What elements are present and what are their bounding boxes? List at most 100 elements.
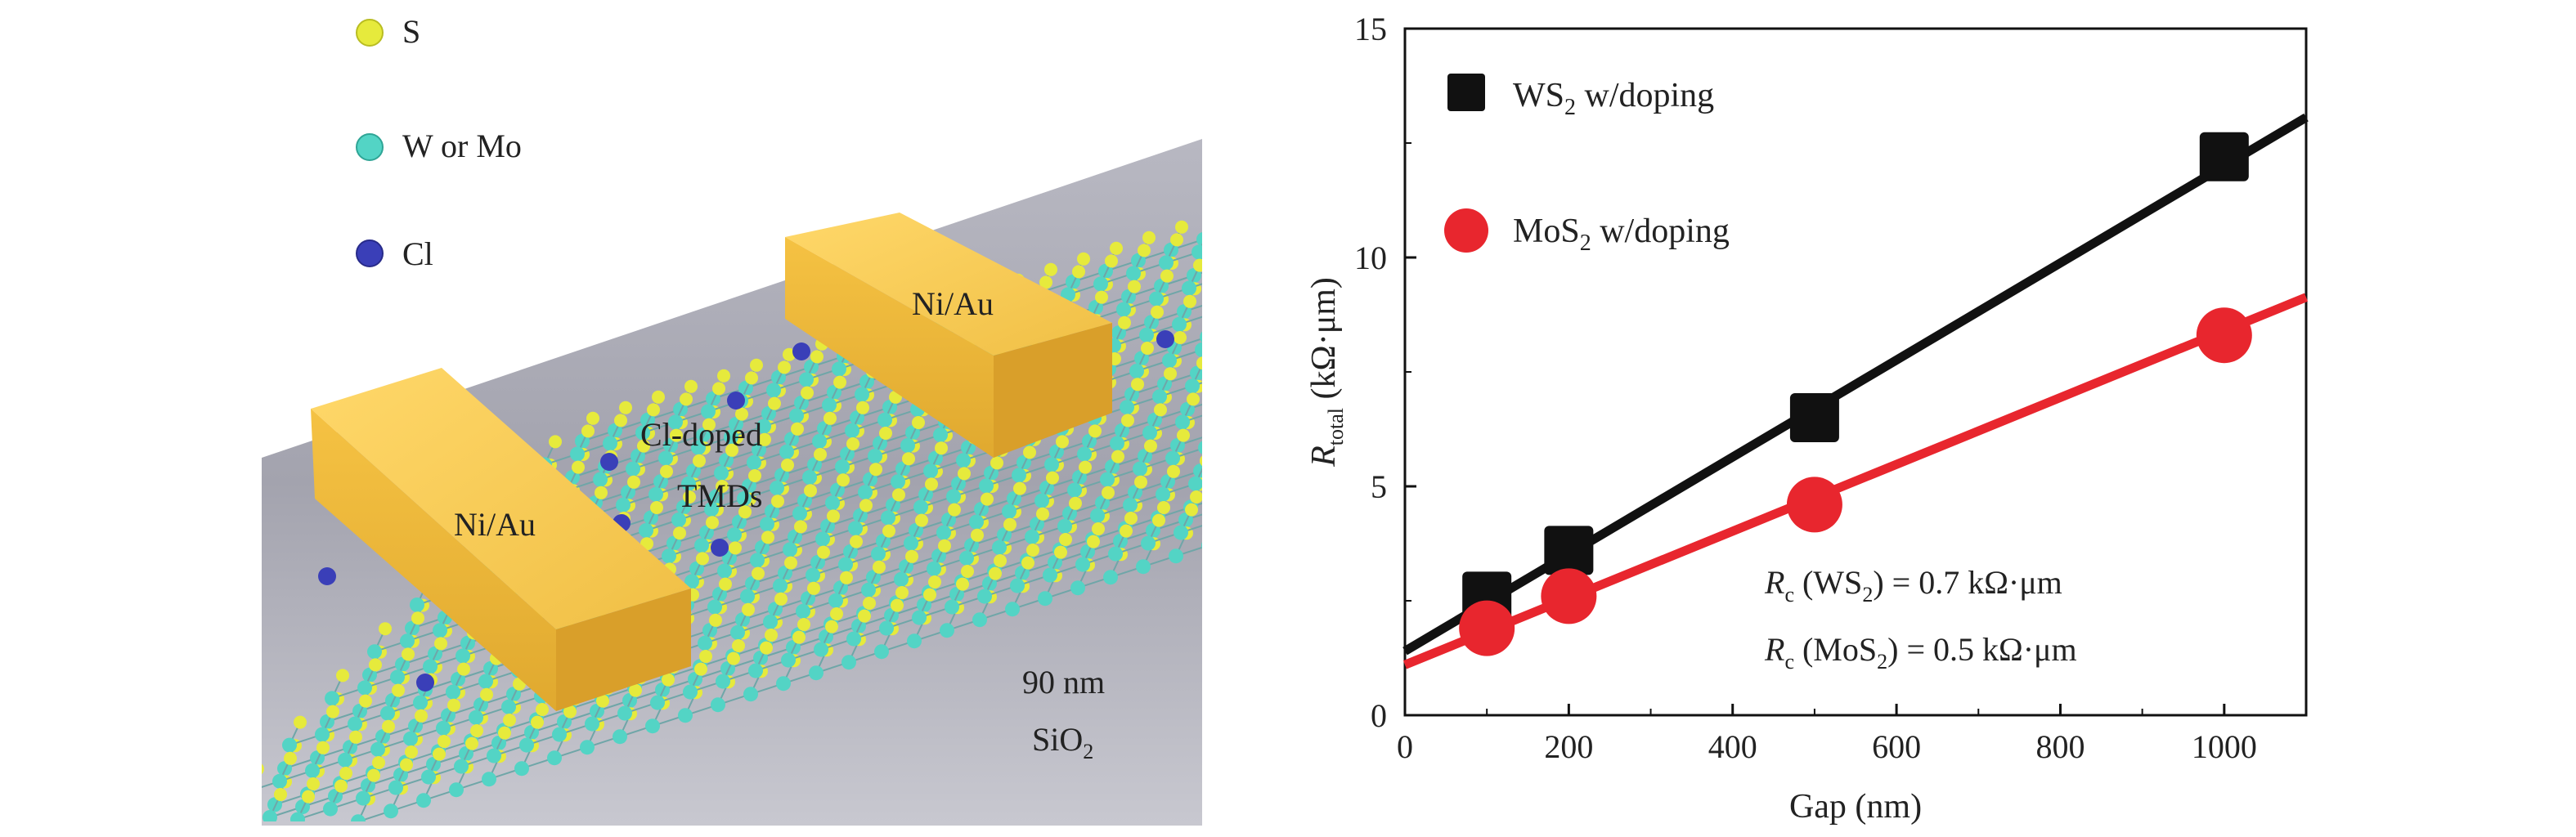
metal-atom: [899, 559, 913, 575]
schematic-legend: S W or Mo Cl: [356, 13, 522, 272]
metal-atom: [794, 396, 809, 410]
metal-atom: [585, 716, 599, 732]
metal-atom: [716, 674, 730, 689]
metal-atom: [1048, 555, 1062, 570]
metal-atom: [917, 598, 931, 612]
sulfur-atom: [797, 618, 810, 631]
metal-atom: [964, 538, 979, 553]
metal-atom: [343, 740, 357, 755]
sulfur-atom: [768, 396, 781, 410]
metal-atom: [845, 423, 859, 438]
metal-atom: [727, 527, 742, 543]
metal-atom: [778, 566, 792, 580]
metal-atom: [1098, 263, 1113, 279]
y-axis-title: Rtotal (kΩ·μm): [1305, 277, 1348, 468]
metal-atom: [428, 646, 442, 661]
metal-atom: [770, 481, 784, 495]
sulfur-atom: [673, 526, 686, 540]
sulfur-atom: [709, 613, 722, 627]
sulfur-atom: [1142, 231, 1156, 244]
mos2-data-point: [1459, 600, 1515, 656]
sulfur-atom: [1209, 418, 1223, 432]
sulfur-atom: [1157, 501, 1170, 514]
metal-atom: [1164, 242, 1178, 257]
sulfur-atom: [274, 788, 287, 801]
metal-atom: [838, 557, 853, 572]
metal-atom: [819, 629, 833, 644]
sulfur-atom: [912, 416, 925, 429]
sulfur-atom: [1077, 252, 1090, 266]
metal-atom: [668, 414, 683, 430]
metal-atom: [575, 433, 590, 449]
sulfur-atom: [595, 486, 608, 499]
metal-atom: [1160, 474, 1175, 490]
metal-atom: [1192, 244, 1202, 260]
metal-atom: [738, 380, 753, 396]
sulfur-atom: [1039, 275, 1052, 289]
metal-atom: [454, 759, 469, 774]
metal-atom: [593, 472, 608, 487]
metal-atom: [877, 412, 892, 427]
sulfur-atom: [1203, 222, 1216, 235]
sulfur-atom: [392, 683, 405, 697]
metal-atom: [639, 523, 653, 538]
metal-atom: [833, 580, 848, 596]
sulfur-atom: [935, 441, 948, 455]
metal-atom: [694, 538, 709, 553]
sulfur-atom: [1128, 280, 1141, 293]
metal-atom: [325, 691, 339, 706]
metal-atom: [635, 425, 650, 441]
sulfur-atom: [339, 767, 352, 780]
metal-atom: [1138, 449, 1152, 463]
sulfur-atom: [1187, 392, 1200, 406]
metal-atom: [491, 736, 506, 750]
sulfur-atom: [438, 735, 451, 748]
sulfur-atom: [858, 609, 871, 623]
sulfur-atom: [1160, 269, 1174, 283]
metal-atom: [323, 801, 338, 817]
metal-atom: [351, 814, 366, 821]
metal-atom: [918, 486, 933, 502]
channel-label-line1: Cl-doped: [640, 416, 762, 453]
sulfur-atom: [771, 495, 784, 508]
metal-atom: [997, 527, 1012, 543]
metal-atom: [446, 684, 460, 700]
sulfur-atom: [1021, 556, 1034, 570]
metal-atom: [1128, 485, 1142, 500]
sulfur-atom: [1036, 507, 1049, 521]
metal-atom: [743, 687, 758, 702]
sulfur-atom: [1105, 254, 1118, 268]
metal-atom: [851, 619, 866, 633]
metal-atom: [547, 750, 562, 766]
metal-atom: [945, 599, 959, 615]
metal-atom: [730, 624, 745, 640]
sulfur-atom: [915, 513, 928, 527]
metal-atom: [590, 704, 604, 718]
x-axis-title: Gap (nm): [1789, 788, 1922, 826]
metal-atom: [524, 725, 539, 740]
metal-atom: [861, 582, 876, 598]
metal-atom: [650, 695, 665, 710]
sulfur-atom: [447, 698, 460, 712]
sulfur-atom: [758, 432, 771, 446]
metal-atom: [809, 665, 824, 681]
sulfur-atom: [859, 499, 873, 512]
metal-atom: [482, 772, 496, 787]
left-contact-label: Ni/Au: [454, 506, 536, 543]
metal-atom: [1193, 463, 1202, 479]
sulfur-atom: [738, 505, 752, 519]
metal-atom: [1103, 570, 1118, 585]
sulfur-atom: [1088, 424, 1102, 438]
metal-atom: [1088, 300, 1103, 315]
metal-atom: [1187, 268, 1201, 283]
metal-atom: [807, 457, 822, 472]
sulfur-atom: [814, 448, 827, 461]
metal-atom: [393, 768, 408, 782]
sulfur-atom: [761, 530, 774, 544]
metal-atom: [320, 714, 334, 729]
metal-atom: [755, 539, 770, 555]
metal-atom: [928, 450, 943, 466]
sulfur-atom: [400, 758, 413, 772]
metal-atom: [1124, 387, 1139, 402]
metal-atom: [1075, 557, 1090, 572]
